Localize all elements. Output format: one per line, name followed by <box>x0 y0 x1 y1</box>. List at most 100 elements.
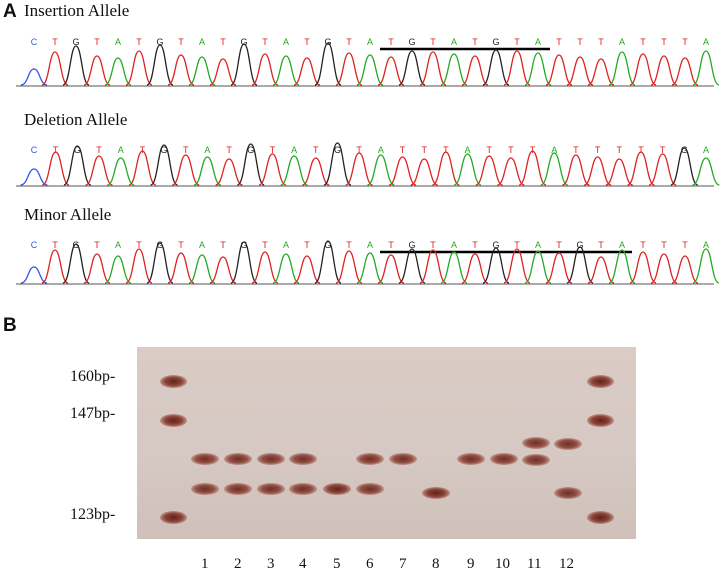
trace-peak <box>251 251 279 284</box>
lane-label: 10 <box>495 556 510 572</box>
base-call-letter: T <box>52 37 58 47</box>
trace-peak <box>85 155 113 186</box>
trace-peak <box>193 156 222 186</box>
sample-band <box>490 453 518 465</box>
base-call-letter: A <box>619 240 625 250</box>
base-call-letter: T <box>472 37 478 47</box>
base-call-letter: T <box>388 240 394 250</box>
base-call-letter: T <box>573 145 579 155</box>
panel-a-letter: A <box>3 1 17 22</box>
base-call-letter: G <box>72 240 79 250</box>
base-call-letter: G <box>161 145 168 155</box>
base-call-letter: T <box>421 145 427 155</box>
base-call-letter: T <box>443 145 449 155</box>
trace-peak <box>209 256 237 284</box>
trace-peak <box>356 252 384 284</box>
trace-peak <box>566 246 594 284</box>
base-call-letter: T <box>595 145 601 155</box>
lane-label: 4 <box>299 556 307 572</box>
trace-peak <box>432 151 460 186</box>
track-title-deletion: Deletion Allele <box>24 110 128 129</box>
trace-peak <box>410 158 438 186</box>
base-call-letter: T <box>682 240 688 250</box>
trace-peak <box>562 154 590 186</box>
trace-peak <box>323 142 352 186</box>
base-call-letter: T <box>183 145 189 155</box>
lane-label: 2 <box>234 556 242 572</box>
trace-peak <box>629 251 657 284</box>
trace-peak <box>377 56 405 86</box>
base-call-letter: T <box>640 37 646 47</box>
trace-peak <box>566 56 594 86</box>
trace-peak <box>345 152 373 186</box>
sample-band <box>289 453 317 465</box>
sample-band <box>224 483 252 495</box>
sample-band <box>257 483 285 495</box>
trace-peak <box>167 252 195 284</box>
base-call-letter: T <box>94 37 100 47</box>
trace-peak <box>62 243 90 284</box>
trace-peak <box>167 54 195 86</box>
trace-peak <box>41 249 69 284</box>
base-call-letter: T <box>96 145 102 155</box>
trace-peak <box>280 155 308 186</box>
trace-peak <box>482 247 510 284</box>
trace-peak <box>125 248 153 284</box>
trace-peak <box>419 249 447 284</box>
base-call-letter: A <box>535 240 541 250</box>
base-call-letter: T <box>313 145 319 155</box>
base-call-letter: C <box>31 37 38 47</box>
base-call-letter: T <box>486 145 492 155</box>
base-call-letter: T <box>508 145 514 155</box>
base-call-letter: T <box>53 145 59 155</box>
trace-peak <box>356 54 384 86</box>
ladder-band-160 <box>160 375 187 388</box>
ladder-band-160 <box>587 375 614 388</box>
base-call-letter: T <box>136 37 142 47</box>
base-call-letter: A <box>204 145 210 155</box>
trace-peak <box>482 49 510 86</box>
base-call-letter: T <box>661 240 667 250</box>
sample-band <box>191 483 219 495</box>
lane-label: 9 <box>467 556 475 572</box>
base-call-letter: A <box>199 240 205 250</box>
trace-peak <box>128 150 157 186</box>
trace-peak <box>629 53 657 86</box>
base-call-letter: T <box>140 145 146 155</box>
base-call-letter: G <box>247 145 254 155</box>
sample-band <box>191 453 219 465</box>
trace-peak <box>272 253 300 284</box>
trace-peak <box>125 50 153 86</box>
trace-peak <box>251 53 279 86</box>
base-call-letter: G <box>334 145 341 155</box>
trace-peak <box>107 157 135 186</box>
trace-peak <box>146 44 174 86</box>
trace-peak <box>188 56 216 86</box>
trace-peak <box>671 255 699 284</box>
ladder-label-160: 160bp- <box>70 368 116 385</box>
trace-peak <box>419 51 447 86</box>
trace-peak <box>440 251 468 284</box>
base-call-letter: T <box>430 37 436 47</box>
base-call-letter: A <box>535 37 541 47</box>
trace-peak <box>650 55 678 86</box>
base-call-letter: A <box>703 37 709 47</box>
trace-peak <box>692 50 720 86</box>
base-call-letter: G <box>408 37 415 47</box>
base-call-letter: A <box>291 145 297 155</box>
trace-peak <box>172 154 200 186</box>
trace-peak <box>648 153 677 186</box>
base-call-letter: A <box>115 240 121 250</box>
trace-peak <box>692 248 720 284</box>
base-call-letter: A <box>465 145 471 155</box>
base-call-letter: T <box>262 240 268 250</box>
lane-label: 6 <box>366 556 374 572</box>
trace-peak <box>302 157 330 186</box>
trace-peak <box>440 53 468 86</box>
base-call-letter: T <box>577 37 583 47</box>
trace-peak <box>335 52 363 86</box>
ladder-band-123 <box>160 511 187 524</box>
sample-band <box>323 483 351 495</box>
trace-peak <box>583 156 612 186</box>
trace-peak <box>545 54 573 86</box>
